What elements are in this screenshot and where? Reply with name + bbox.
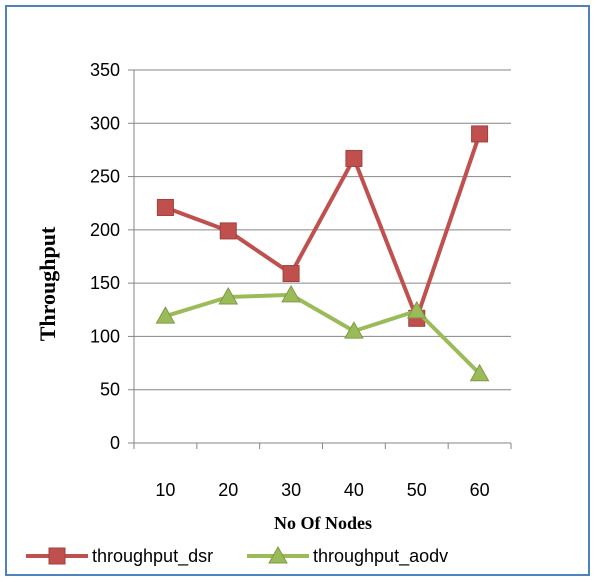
gridlines <box>134 69 511 391</box>
series-line <box>164 292 481 376</box>
chart-frame <box>5 5 590 576</box>
x-tick-label: 30 <box>281 480 301 500</box>
y-tick-label: 50 <box>100 380 120 400</box>
data-point <box>218 286 239 305</box>
series-layer <box>155 125 490 382</box>
y-axis-title: Throughput <box>35 226 60 341</box>
y-tick-label: 100 <box>90 326 120 346</box>
legend-label: throughput_aodv <box>313 546 448 567</box>
series-line <box>164 133 482 321</box>
x-tick-label: 60 <box>470 480 490 500</box>
x-tick-label: 50 <box>407 480 427 500</box>
series-throughput_dsr <box>156 125 489 327</box>
data-point <box>344 321 364 339</box>
series-throughput_aodv <box>155 284 490 382</box>
data-point <box>471 125 489 143</box>
data-point <box>281 284 301 303</box>
data-point <box>155 306 176 324</box>
y-tick-label: 300 <box>90 113 120 133</box>
data-point <box>219 222 237 240</box>
data-point <box>282 265 300 283</box>
legend-label: throughput_dsr <box>92 546 213 567</box>
x-axis-title: No Of Nodes <box>274 513 372 533</box>
x-tick-label: 10 <box>155 480 175 500</box>
data-point <box>156 198 174 216</box>
data-point <box>345 149 363 167</box>
legend: throughput_dsr throughput_aodv <box>26 545 448 567</box>
x-tick-labels: 10 20 30 40 50 60 <box>155 480 489 500</box>
axes <box>128 69 512 449</box>
y-tick-labels: 0 50 100 150 200 250 300 350 <box>90 60 120 453</box>
legend-marker <box>268 545 288 564</box>
legend-item: throughput_aodv <box>247 545 448 567</box>
y-tick-label: 350 <box>90 60 120 80</box>
y-tick-label: 250 <box>90 167 120 187</box>
x-tick-label: 20 <box>218 480 238 500</box>
y-tick-label: 0 <box>110 433 120 453</box>
y-tick-label: 200 <box>90 220 120 240</box>
legend-item: throughput_dsr <box>26 546 213 567</box>
data-point <box>406 300 427 319</box>
x-tick-label: 40 <box>344 480 364 500</box>
y-tick-label: 150 <box>90 273 120 293</box>
legend-marker <box>48 547 66 565</box>
data-point <box>469 363 490 382</box>
